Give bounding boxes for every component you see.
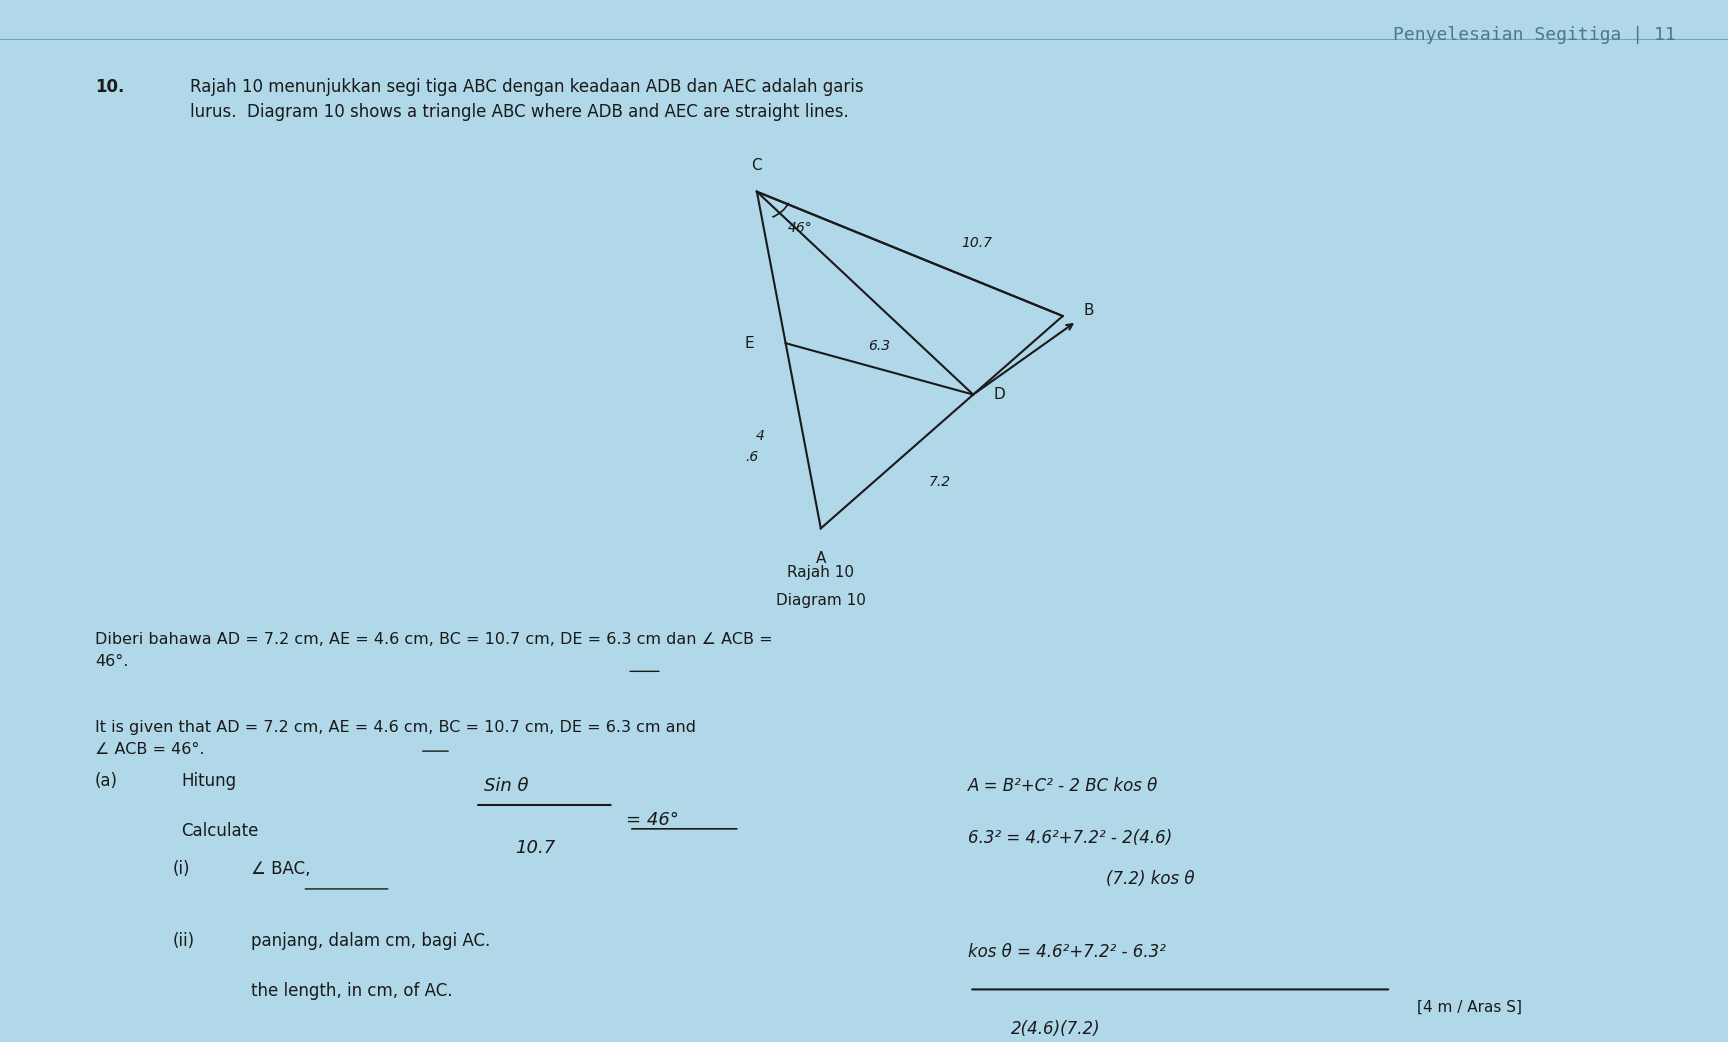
Text: 10.7: 10.7 [961, 237, 992, 250]
Text: [4 m / Aras S]: [4 m / Aras S] [1417, 999, 1522, 1015]
Text: 10.: 10. [95, 78, 124, 96]
Text: 6.3² = 4.6²+7.2² - 2(4.6): 6.3² = 4.6²+7.2² - 2(4.6) [968, 828, 1172, 847]
Text: Diberi bahawa AD = 7.2 cm, AE = 4.6 cm, BC = 10.7 cm, DE = 6.3 cm dan ∠ ACB =
46: Diberi bahawa AD = 7.2 cm, AE = 4.6 cm, … [95, 632, 772, 669]
Text: Rajah 10: Rajah 10 [788, 565, 854, 579]
Text: 4: 4 [755, 428, 764, 443]
Text: 7.2: 7.2 [930, 475, 952, 489]
Text: A = B²+C² - 2 BC kos θ: A = B²+C² - 2 BC kos θ [968, 777, 1158, 795]
Text: 6.3: 6.3 [869, 340, 890, 353]
Text: 46°: 46° [788, 221, 812, 234]
Text: E: E [745, 336, 755, 351]
Text: kos θ = 4.6²+7.2² - 6.3²: kos θ = 4.6²+7.2² - 6.3² [968, 943, 1166, 961]
Text: 2(4.6)(7.2): 2(4.6)(7.2) [1011, 1020, 1101, 1039]
Text: Diagram 10: Diagram 10 [776, 593, 866, 607]
Text: (i): (i) [173, 860, 190, 878]
Text: D: D [994, 387, 1006, 402]
Text: the length, in cm, of AC.: the length, in cm, of AC. [251, 983, 453, 1000]
Text: (7.2) kos θ: (7.2) kos θ [1106, 870, 1194, 888]
Text: ∠ BAC,: ∠ BAC, [251, 860, 309, 878]
Text: .6: .6 [745, 449, 759, 464]
Text: Sin θ: Sin θ [484, 777, 529, 795]
Text: panjang, dalam cm, bagi AC.: panjang, dalam cm, bagi AC. [251, 933, 489, 950]
Text: 10.7: 10.7 [515, 839, 555, 858]
Text: Rajah 10 menunjukkan segi tiga ABC dengan keadaan ADB dan AEC adalah garis
lurus: Rajah 10 menunjukkan segi tiga ABC denga… [190, 78, 864, 121]
Text: B: B [1083, 303, 1094, 318]
Text: = 46°: = 46° [626, 812, 679, 829]
Text: It is given that AD = 7.2 cm, AE = 4.6 cm, BC = 10.7 cm, DE = 6.3 cm and
∠ ACB =: It is given that AD = 7.2 cm, AE = 4.6 c… [95, 720, 696, 758]
Text: Calculate: Calculate [181, 821, 259, 840]
Text: Hitung: Hitung [181, 772, 237, 790]
Text: (ii): (ii) [173, 933, 195, 950]
Text: A: A [816, 551, 826, 566]
Text: C: C [752, 158, 762, 173]
Text: Penyelesaian Segitiga | 11: Penyelesaian Segitiga | 11 [1393, 26, 1676, 44]
Text: (a): (a) [95, 772, 118, 790]
